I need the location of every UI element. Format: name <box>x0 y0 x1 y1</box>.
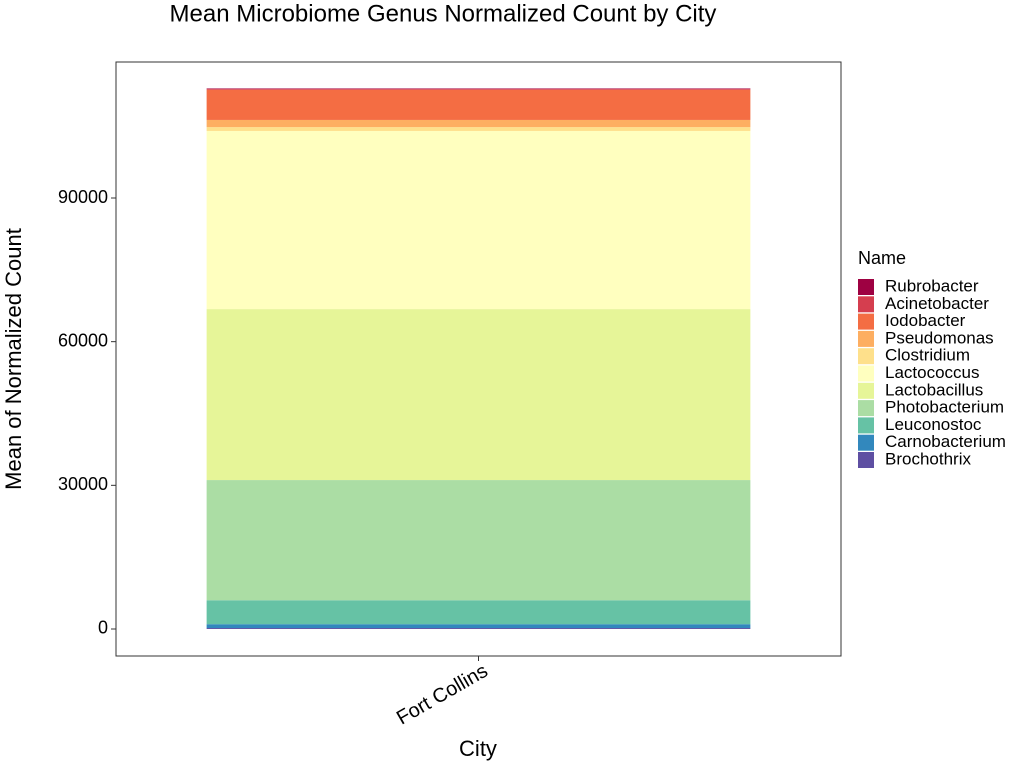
y-tick-label: 0 <box>98 618 108 638</box>
bar-segment <box>206 624 751 629</box>
legend-label: Rubrobacter <box>885 276 979 295</box>
legend-key <box>858 417 874 434</box>
y-tick-label: 30000 <box>58 474 108 494</box>
legend-title: Name <box>858 248 906 268</box>
legend-label: Brochothrix <box>885 449 971 468</box>
legend-label: Clostridium <box>885 346 970 365</box>
bar-segment <box>206 89 751 120</box>
bar-segment <box>206 480 751 601</box>
legend-label: Lactococcus <box>885 363 980 382</box>
bar-segment <box>206 119 751 128</box>
y-tick-label: 90000 <box>58 187 108 207</box>
chart-title: Mean Microbiome Genus Normalized Count b… <box>170 0 717 27</box>
legend-key <box>858 348 874 365</box>
bar-segment <box>206 309 751 481</box>
legend-label: Carnobacterium <box>885 432 1006 451</box>
y-tick-label: 60000 <box>58 330 108 350</box>
legend-key <box>858 434 874 451</box>
legend-key <box>858 365 874 382</box>
legend-label: Iodobacter <box>885 311 966 330</box>
legend-label: Photobacterium <box>885 398 1004 417</box>
legend-key <box>858 279 874 295</box>
bar-segment <box>206 88 751 90</box>
legend-key <box>858 330 874 347</box>
legend-label: Acinetobacter <box>885 294 989 313</box>
y-axis-label: Mean of Normalized Count <box>1 228 26 490</box>
bar-segment <box>206 628 751 629</box>
x-tick-label: Fort Collins <box>393 660 492 730</box>
legend-key <box>858 313 874 330</box>
bar-segment <box>206 130 751 310</box>
x-axis-label: City <box>459 736 497 761</box>
bar-segment <box>206 127 751 131</box>
legend-key <box>858 382 874 399</box>
legend-key <box>858 296 874 313</box>
legend-label: Pseudomonas <box>885 328 994 347</box>
bar-segment <box>206 600 751 625</box>
legend-label: Lactobacillus <box>885 380 983 399</box>
legend-label: Leuconostoc <box>885 415 982 434</box>
legend-key <box>858 452 874 468</box>
legend-key <box>858 400 874 417</box>
